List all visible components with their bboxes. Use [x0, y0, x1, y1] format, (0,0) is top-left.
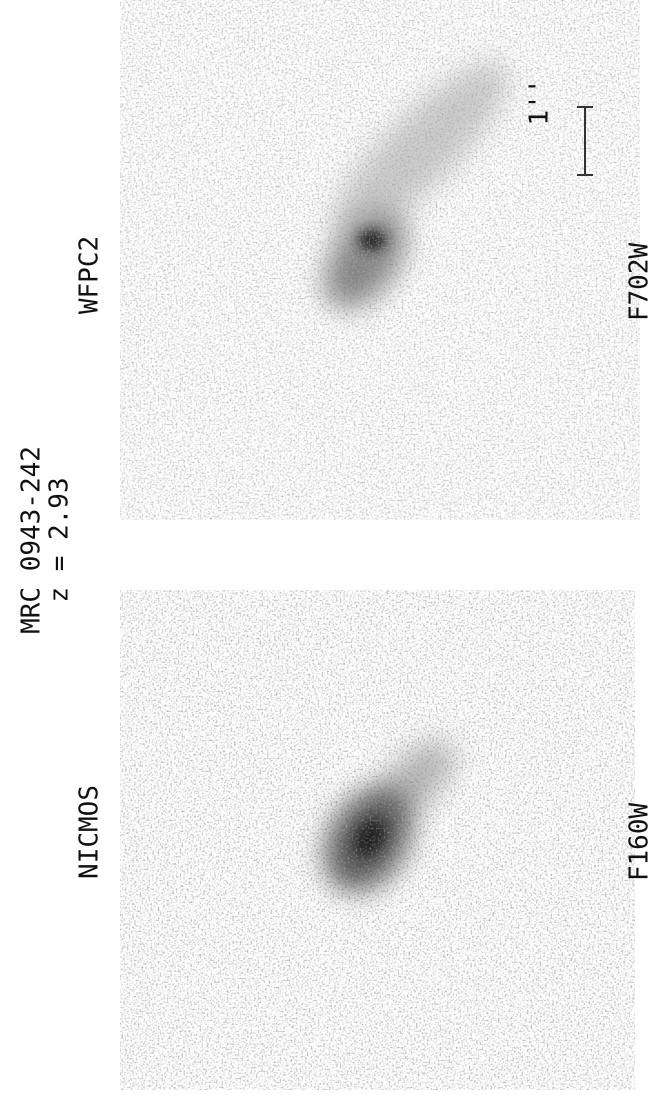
filter-label: F702W: [625, 243, 654, 322]
nicmos-image: [120, 590, 635, 1090]
scale-label: 1'': [525, 79, 555, 126]
instrument-label: NICMOS: [75, 785, 105, 879]
redshift: z = 2.93: [45, 477, 75, 602]
filter-label: F160W: [625, 803, 654, 882]
wfpc2-image: [120, 0, 640, 520]
object-name: MRC 0943-242: [17, 446, 47, 634]
scale-bar: [577, 106, 593, 176]
instrument-label: WFPC2: [75, 236, 105, 314]
